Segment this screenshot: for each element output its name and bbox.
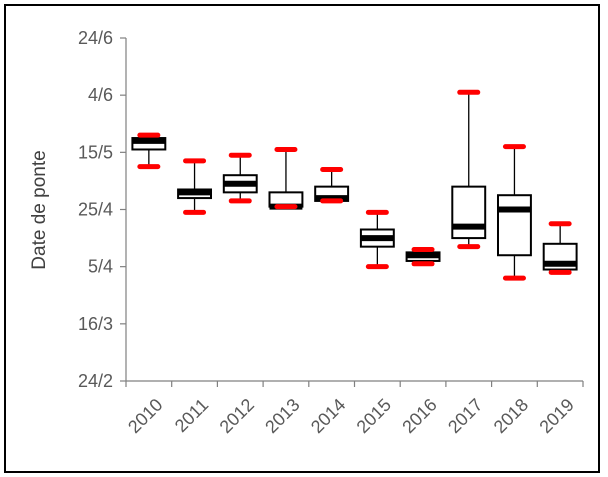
x-tick-label: 2013	[261, 395, 303, 437]
y-tick-label: 24/6	[78, 28, 113, 48]
box-2019	[542, 221, 578, 275]
x-tick-label: 2019	[535, 395, 577, 437]
x-tick-label: 2017	[444, 395, 486, 437]
box-2013	[268, 146, 304, 210]
y-tick-label: 24/2	[78, 371, 113, 391]
box-2011	[177, 158, 213, 215]
x-tick-label: 2015	[353, 395, 395, 437]
y-tick-label: 25/4	[78, 200, 113, 220]
boxplot-series	[131, 89, 578, 281]
x-tick-label: 2011	[171, 395, 213, 437]
x-axis: 2010 2011 2012 2013 2014 2015 2016 2017 2018 2019	[124, 380, 584, 437]
box-2017	[451, 89, 487, 250]
x-tick-label: 2016	[398, 395, 440, 437]
x-tick-label: 2014	[307, 395, 349, 437]
y-tick-label: 15/5	[78, 142, 113, 162]
y-axis: 24/2 16/3 5/4 25/4 15/5 4/6 24/6	[78, 28, 127, 391]
x-tick-label: 2012	[216, 395, 258, 437]
box-2014	[314, 166, 350, 204]
box-2018	[496, 144, 532, 281]
box-2010	[131, 132, 167, 170]
box-2012	[222, 152, 258, 204]
y-tick-label: 16/3	[78, 314, 113, 334]
y-tick-label: 4/6	[88, 85, 113, 105]
y-axis-title: Date de ponte	[29, 150, 50, 269]
box-iqr	[496, 194, 532, 257]
x-tick-label: 2018	[490, 395, 532, 437]
y-tick-label: 5/4	[88, 257, 113, 277]
box-iqr	[451, 185, 487, 240]
box-2015	[359, 209, 395, 270]
x-tick-label: 2010	[124, 395, 166, 437]
box-2016	[405, 247, 441, 267]
